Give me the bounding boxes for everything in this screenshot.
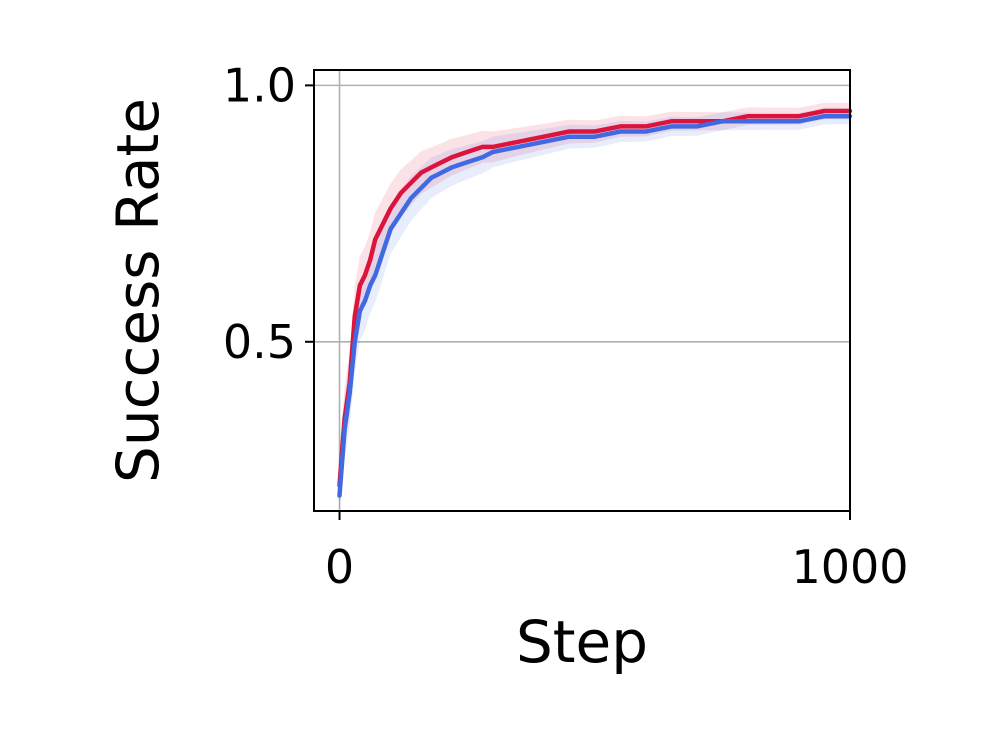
series-lines <box>337 108 853 498</box>
confidence-bands <box>339 102 850 512</box>
series-band-0 <box>339 102 850 512</box>
x-tick-label: 0 <box>325 540 354 594</box>
axes-frame <box>313 69 851 512</box>
x-axis-title: Step <box>516 608 648 676</box>
tick-marks <box>305 84 851 520</box>
x-tick-label: 1000 <box>791 540 908 594</box>
y-tick-label: 1.0 <box>223 58 296 112</box>
series-line-1 <box>337 113 853 498</box>
series-line-0 <box>337 108 853 488</box>
tick-labels: 0 1000 0.5 1.0 <box>223 58 909 594</box>
y-tick-label: 0.5 <box>223 315 296 369</box>
y-axis-title: Success Rate <box>104 98 172 483</box>
